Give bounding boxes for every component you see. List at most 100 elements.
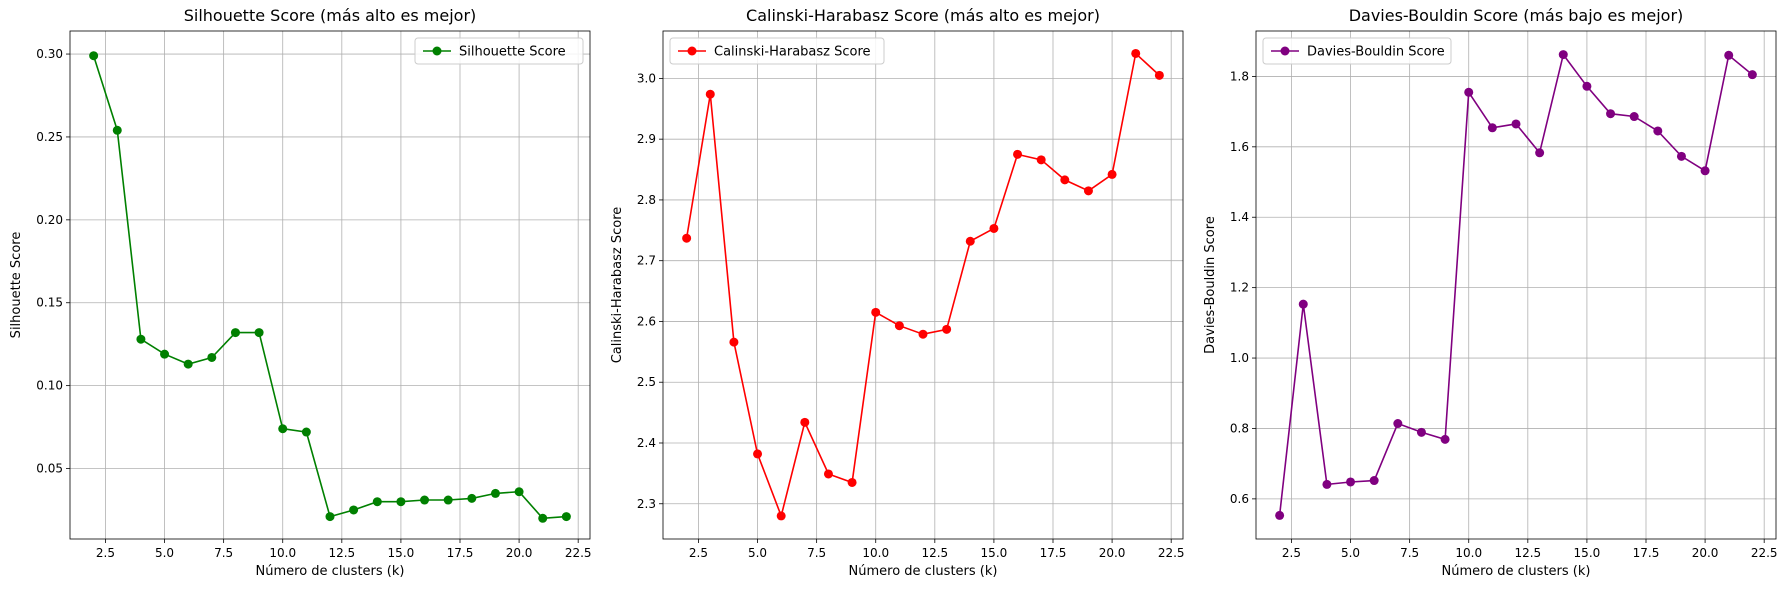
data-point <box>1131 48 1141 58</box>
data-point <box>349 505 359 515</box>
y-tick-label: 2.3 <box>637 497 656 511</box>
data-point <box>1700 166 1710 176</box>
data-point <box>1060 175 1070 185</box>
y-tick-label: 0.10 <box>36 379 63 393</box>
y-tick-label: 0.25 <box>36 130 63 144</box>
data-point <box>705 89 715 99</box>
x-tick-label: 5.0 <box>748 546 767 560</box>
data-point <box>396 497 406 507</box>
y-tick-label: 2.9 <box>637 132 656 146</box>
data-point <box>871 307 881 317</box>
data-point <box>894 321 904 331</box>
x-axis-label: Número de clusters (k) <box>849 564 998 579</box>
data-point <box>1322 479 1332 489</box>
x-tick-label: 12.5 <box>921 546 948 560</box>
x-axis-label: Número de clusters (k) <box>1442 564 1591 579</box>
x-tick-label: 17.5 <box>1040 546 1067 560</box>
y-tick-label: 1.0 <box>1230 351 1249 365</box>
legend-box <box>669 37 885 65</box>
data-point <box>1606 109 1616 119</box>
data-point <box>443 495 453 505</box>
data-point <box>1298 299 1308 309</box>
x-tick-label: 22.5 <box>1751 546 1778 560</box>
data-point <box>823 469 833 479</box>
x-tick-label: 20.0 <box>1099 546 1126 560</box>
data-point <box>682 233 692 243</box>
x-tick-label: 10.0 <box>1455 546 1482 560</box>
data-point <box>1653 126 1663 136</box>
legend-box <box>1262 37 1452 65</box>
y-tick-label: 1.2 <box>1230 281 1249 295</box>
data-point <box>1582 81 1592 91</box>
legend-label: Calinski-Harabasz Score <box>714 45 871 60</box>
data-point <box>230 328 240 338</box>
legend: Calinski-Harabasz Score <box>669 37 885 65</box>
y-axis-label: Davies-Bouldin Score <box>1203 216 1218 354</box>
y-tick-label: 2.8 <box>637 193 656 207</box>
axes-frame <box>69 30 591 540</box>
x-tick-label: 20.0 <box>1692 546 1719 560</box>
data-point <box>207 352 217 362</box>
y-tick-label: 2.5 <box>637 375 656 389</box>
y-tick-label: 2.4 <box>637 436 656 450</box>
y-tick-label: 0.8 <box>1230 421 1249 435</box>
x-tick-label: 17.5 <box>1633 546 1660 560</box>
data-point <box>278 424 288 434</box>
y-tick-label: 0.15 <box>36 296 63 310</box>
x-tick-label: 15.0 <box>388 546 415 560</box>
data-point <box>1346 477 1356 487</box>
y-tick-label: 1.8 <box>1230 69 1249 83</box>
data-point <box>847 477 857 487</box>
legend-marker <box>1280 46 1290 56</box>
data-point <box>1154 70 1164 80</box>
data-point <box>729 337 739 347</box>
y-axis-label: Calinski-Harabasz Score <box>610 207 625 364</box>
legend: Davies-Bouldin Score <box>1262 37 1452 65</box>
legend-label: Davies-Bouldin Score <box>1307 45 1445 60</box>
x-tick-label: 17.5 <box>447 546 474 560</box>
data-point <box>1747 70 1757 80</box>
data-point <box>325 512 335 522</box>
data-point <box>1393 419 1403 429</box>
x-tick-label: 22.5 <box>1158 546 1185 560</box>
x-tick-label: 2.5 <box>96 546 115 560</box>
x-tick-label: 15.0 <box>1574 546 1601 560</box>
data-point <box>1535 148 1545 158</box>
y-tick-label: 2.6 <box>637 314 656 328</box>
chart-panel-2: 2.5 5.0 7.5 10.0 12.5 15.0 17.5 20.0 22.5 2.3 2.4 2… <box>610 6 1185 579</box>
chart-title: Calinski-Harabasz Score (más alto es mej… <box>746 6 1100 25</box>
data-point <box>1036 155 1046 165</box>
chart-panel-1: 2.5 5.0 7.5 10.0 12.5 15.0 17.5 20.0 22.5 0.05 0.1… <box>9 6 592 579</box>
data-point <box>1440 434 1450 444</box>
data-point <box>420 495 430 505</box>
data-point <box>1464 87 1474 97</box>
x-tick-label: 12.5 <box>328 546 355 560</box>
x-tick-label: 2.5 <box>689 546 708 560</box>
data-point <box>989 223 999 233</box>
data-point <box>942 324 952 334</box>
legend-box <box>414 37 584 65</box>
data-point <box>1369 476 1379 486</box>
x-tick-label: 7.5 <box>1400 546 1419 560</box>
data-point <box>561 512 571 522</box>
data-point <box>183 359 193 369</box>
y-axis-label: Silhouette Score <box>9 232 24 339</box>
chart-panel-3: 2.5 5.0 7.5 10.0 12.5 15.0 17.5 20.0 22.5 0.6 0.8 1… <box>1203 6 1778 579</box>
x-tick-label: 2.5 <box>1282 546 1301 560</box>
chart-title: Davies-Bouldin Score (más bajo es mejor) <box>1349 6 1684 25</box>
data-point <box>538 513 548 523</box>
x-tick-label: 7.5 <box>214 546 233 560</box>
x-tick-label: 22.5 <box>565 546 592 560</box>
x-tick-label: 5.0 <box>1341 546 1360 560</box>
data-point <box>800 417 810 427</box>
legend-label: Silhouette Score <box>459 45 566 60</box>
data-point <box>965 236 975 246</box>
data-point <box>1416 427 1426 437</box>
axes-frame <box>662 30 1184 540</box>
legend: Silhouette Score <box>414 37 584 65</box>
data-point <box>918 329 928 339</box>
x-tick-label: 5.0 <box>155 546 174 560</box>
y-tick-label: 2.7 <box>637 254 656 268</box>
data-point <box>1511 119 1521 129</box>
